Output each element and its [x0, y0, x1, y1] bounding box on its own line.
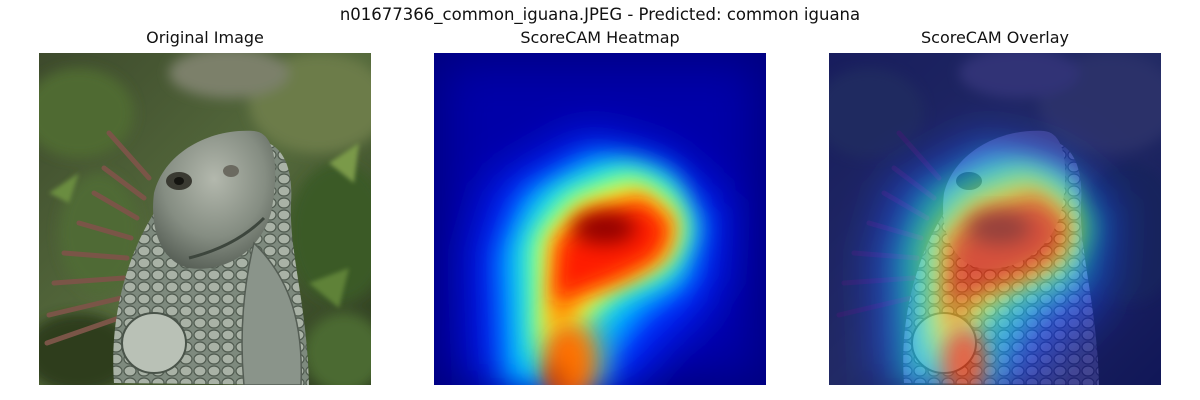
- scorecam-overlay: [829, 53, 1161, 385]
- panel-original-image: Original Image: [39, 28, 371, 385]
- panel-scorecam-overlay: ScoreCAM Overlay: [829, 28, 1161, 385]
- panel-title-original: Original Image: [146, 28, 264, 47]
- iguana-photo: [39, 53, 371, 385]
- panel-title-overlay: ScoreCAM Overlay: [920, 28, 1070, 47]
- panel-title-heatmap: ScoreCAM Heatmap: [520, 28, 680, 47]
- scorecam-heatmap: [434, 53, 766, 385]
- panel-scorecam-heatmap: ScoreCAM Heatmap: [434, 28, 766, 385]
- figure-title: n01677366_common_iguana.JPEG - Predicted…: [339, 5, 861, 24]
